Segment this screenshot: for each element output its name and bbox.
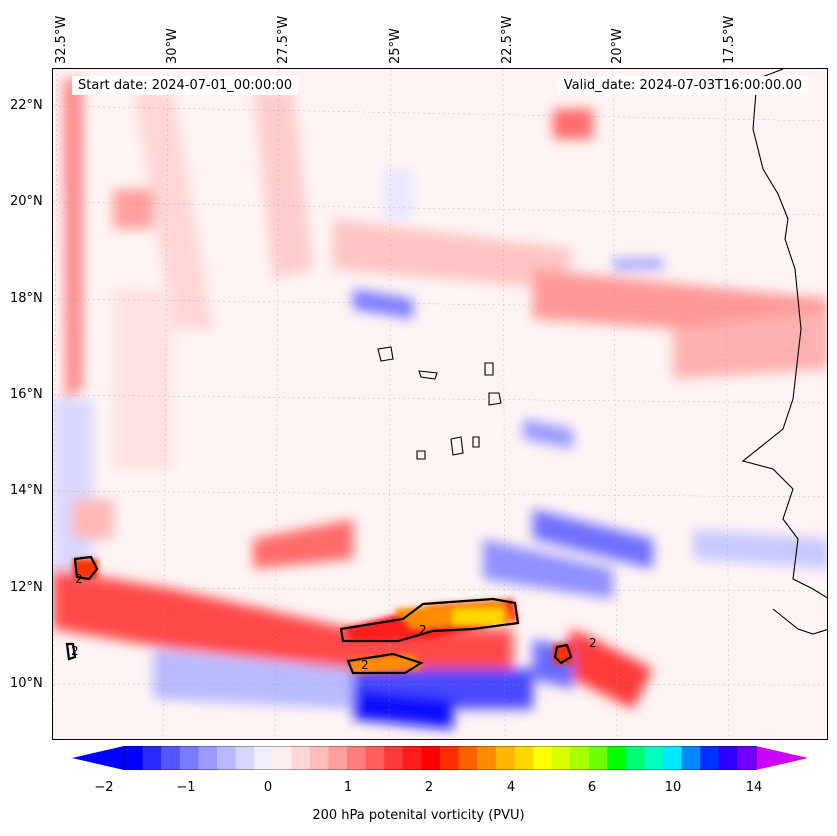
pv-map: 2 2 2 2 2: [52, 68, 828, 740]
pv-field: 2 2 2 2 2: [53, 69, 827, 739]
colorbar-cell: [607, 746, 627, 770]
lat-label: 20°N: [10, 194, 43, 209]
colorbar-cell: [421, 746, 441, 770]
colorbar-tick: 14: [745, 780, 763, 795]
lon-label: 25°W: [388, 28, 403, 64]
colorbar-cell: [235, 746, 255, 770]
colorbar-cell: [718, 746, 739, 770]
lat-label: 10°N: [10, 676, 43, 691]
colorbar-tick: 1: [343, 780, 353, 795]
colorbar-cell: [625, 746, 646, 770]
colorbar-cell: [216, 746, 237, 770]
colorbar-cell: [495, 746, 515, 770]
colorbar-tick: 10: [664, 780, 682, 795]
lon-label: 32.5°W: [54, 15, 69, 64]
colorbar-cell: [124, 746, 144, 770]
colorbar-cell: [700, 746, 720, 770]
lat-label: 12°N: [10, 580, 43, 595]
colorbar-cell: [365, 746, 385, 770]
gridlines: [53, 69, 827, 739]
colorbar-cell: [309, 746, 330, 770]
lon-label: 20°W: [610, 28, 625, 64]
colorbar-cell: [198, 746, 218, 770]
colorbar-cell: [254, 746, 274, 770]
colorbar-cell: [142, 746, 162, 770]
lon-label: 27.5°W: [276, 15, 291, 64]
colorbar-cell: [291, 746, 311, 770]
lat-label: 16°N: [10, 387, 43, 402]
start-date-label: Start date: 2024-07-01_00:00:00: [72, 76, 299, 95]
pv-streaks: [53, 79, 827, 729]
contour-label: 2: [589, 636, 597, 650]
colorbar-tick: 4: [506, 780, 516, 795]
colorbar-cell: [644, 746, 664, 770]
colorbar-cell: [570, 746, 590, 770]
colorbar-cell: [328, 746, 348, 770]
colorbar: [72, 746, 808, 770]
colorbar-cell: [402, 746, 423, 770]
colorbar-cell: [532, 746, 553, 770]
colorbar-tick: −2: [94, 780, 114, 795]
colorbar-cell: [272, 746, 292, 770]
colorbar-cell: [161, 746, 181, 770]
contour-label: 2: [75, 572, 83, 586]
colorbar-cell: [384, 746, 404, 770]
colorbar-max-arrow: [756, 746, 808, 770]
colorbar-label: 200 hPa potenital vorticity (PVU): [312, 808, 525, 823]
valid-date-label: Valid_date: 2024-07-03T16:00:00.00: [557, 76, 808, 95]
lon-label: 17.5°W: [722, 15, 737, 64]
colorbar-cell: [440, 746, 460, 770]
lat-label: 22°N: [10, 98, 43, 113]
colorbar-min-arrow: [72, 746, 124, 770]
colorbar-tick: −1: [176, 780, 196, 795]
lon-label: 30°W: [165, 28, 180, 64]
colorbar-cell: [458, 746, 478, 770]
colorbar-cell: [477, 746, 497, 770]
contour-label: 2: [361, 658, 369, 672]
coastline: [377, 69, 827, 635]
colorbar-tick: 2: [424, 780, 434, 795]
colorbar-tick: 6: [587, 780, 597, 795]
colorbar-cell: [588, 746, 608, 770]
lon-label: 22.5°W: [500, 15, 515, 64]
lat-label: 14°N: [10, 483, 43, 498]
colorbar-cell: [347, 746, 367, 770]
colorbar-cell: [514, 746, 534, 770]
colorbar-cell: [681, 746, 701, 770]
pv-2-contours: [65, 555, 573, 675]
colorbar-tick: 0: [263, 780, 273, 795]
contour-label: 2: [71, 644, 79, 658]
contour-label: 2: [419, 623, 427, 637]
colorbar-cell: [551, 746, 571, 770]
colorbar-cell: [179, 746, 199, 770]
colorbar-cell: [663, 746, 683, 770]
lat-label: 18°N: [10, 291, 43, 306]
colorbar-cell: [737, 746, 757, 770]
